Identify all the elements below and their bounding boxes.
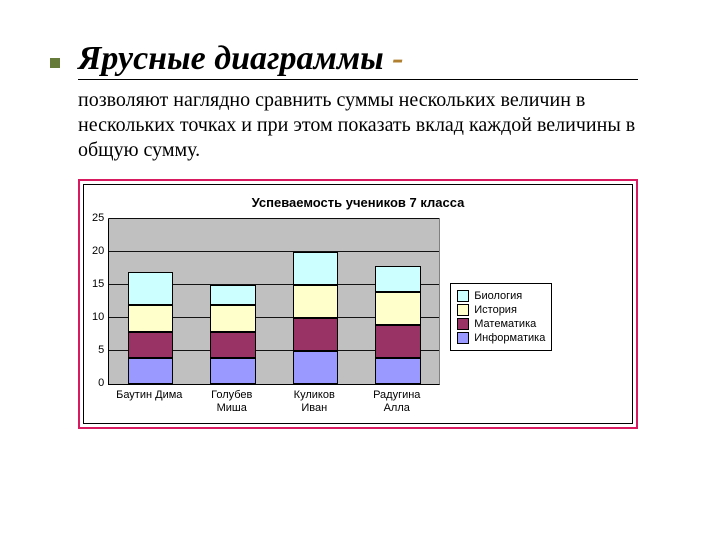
slide-subtitle: позволяют наглядно сравнить суммы нескол… (78, 88, 640, 163)
bar-segment (375, 292, 420, 325)
x-tick-label: Баутин Дима (108, 389, 191, 414)
legend-label: Математика (474, 318, 536, 330)
chart-frame: Успеваемость учеников 7 класса 252015105… (83, 184, 633, 423)
x-tick-label: РадугинаАлла (356, 389, 439, 414)
bar-segment (210, 285, 255, 305)
bar (375, 266, 420, 385)
legend-label: История (474, 304, 517, 316)
x-tick-label: КуликовИван (273, 389, 356, 414)
title-dash: - (392, 40, 403, 77)
plot-area (108, 218, 440, 385)
x-tick-label: ГолубевМиша (191, 389, 274, 414)
legend-swatch-icon (457, 304, 469, 316)
bar-segment (375, 358, 420, 384)
legend-swatch-icon (457, 332, 469, 344)
bar-segment (375, 266, 420, 292)
legend-label: Биология (474, 290, 522, 302)
grid-line (109, 251, 439, 252)
bar-segment (293, 351, 338, 384)
chart-title: Успеваемость учеников 7 класса (92, 195, 624, 210)
legend: Биология История Математика Информатика (450, 283, 552, 351)
bar-segment (128, 358, 173, 384)
legend-label: Информатика (474, 332, 545, 344)
bar-segment (293, 285, 338, 318)
title-underline (78, 79, 638, 80)
slide-title: Ярусные диаграммы - (78, 40, 660, 77)
legend-swatch-icon (457, 290, 469, 302)
legend-item: Математика (457, 318, 545, 330)
title-bullet-icon (50, 58, 60, 68)
slide: Ярусные диаграммы - позволяют наглядно с… (0, 0, 720, 540)
bar-segment (210, 358, 255, 384)
bar (293, 252, 338, 384)
legend-swatch-icon (457, 318, 469, 330)
legend-item: Информатика (457, 332, 545, 344)
plot-wrap: 2520151050 Баутин ДимаГолубевМишаКуликов… (92, 218, 440, 414)
bar-segment (128, 272, 173, 305)
plot-row: 2520151050 (92, 218, 440, 385)
x-axis: Баутин ДимаГолубевМишаКуликовИванРадугин… (108, 389, 438, 414)
bar (128, 272, 173, 384)
grid-line (109, 218, 439, 219)
chart-body: 2520151050 Баутин ДимаГолубевМишаКуликов… (92, 218, 624, 414)
bar-segment (293, 318, 338, 351)
legend-item: История (457, 304, 545, 316)
chart-outer-frame: Успеваемость учеников 7 класса 252015105… (78, 179, 638, 428)
legend-item: Биология (457, 290, 545, 302)
bar-segment (128, 305, 173, 331)
title-text: Ярусные диаграммы (78, 40, 392, 77)
bar (210, 285, 255, 384)
bar-segment (210, 305, 255, 331)
y-axis: 2520151050 (92, 218, 108, 383)
bar-segment (293, 252, 338, 285)
bar-segment (375, 325, 420, 358)
bar-segment (210, 332, 255, 358)
bar-segment (128, 332, 173, 358)
